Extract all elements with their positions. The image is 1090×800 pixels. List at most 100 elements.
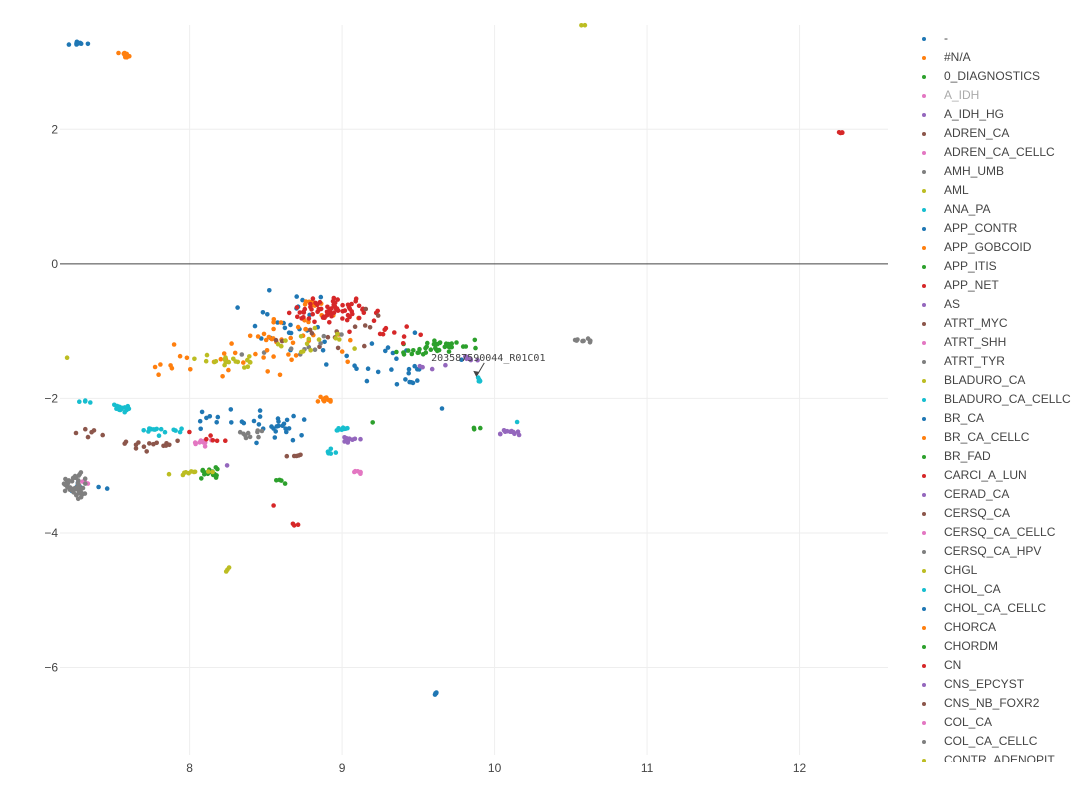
- point-0[interactable]: [252, 323, 258, 329]
- point-9[interactable]: [328, 446, 334, 452]
- point-8[interactable]: [180, 472, 186, 478]
- point-18[interactable]: [333, 336, 339, 341]
- point-11[interactable]: [303, 299, 309, 304]
- point-9[interactable]: [156, 433, 162, 439]
- point-0[interactable]: [104, 486, 110, 491]
- point-21[interactable]: [277, 372, 283, 378]
- point-0[interactable]: [96, 484, 101, 490]
- point-5[interactable]: [298, 452, 303, 458]
- point-9[interactable]: [122, 409, 127, 415]
- point-10[interactable]: [407, 379, 412, 385]
- point-10[interactable]: [207, 414, 213, 419]
- legend-item[interactable]: CHOL_CA: [912, 581, 1088, 600]
- point-2[interactable]: [200, 468, 205, 474]
- point-2[interactable]: [423, 345, 428, 351]
- point-9[interactable]: [83, 398, 88, 403]
- point-12[interactable]: [406, 348, 411, 353]
- point-9[interactable]: [119, 406, 124, 412]
- point-0[interactable]: [275, 320, 280, 325]
- point-13[interactable]: [223, 438, 228, 444]
- point-10[interactable]: [286, 426, 292, 431]
- point-1[interactable]: [241, 360, 246, 365]
- point-9[interactable]: [158, 426, 164, 432]
- point-9[interactable]: [171, 427, 176, 433]
- point-8[interactable]: [224, 359, 230, 365]
- point-4[interactable]: [350, 437, 355, 443]
- point-1[interactable]: [306, 319, 311, 325]
- point-0[interactable]: [267, 288, 272, 293]
- point-7[interactable]: [256, 434, 261, 440]
- point-1[interactable]: [293, 353, 299, 358]
- point-2[interactable]: [431, 341, 437, 347]
- point-15[interactable]: [307, 327, 313, 333]
- point-0[interactable]: [394, 356, 399, 362]
- point-2[interactable]: [471, 427, 477, 432]
- point-7[interactable]: [245, 430, 251, 436]
- point-13[interactable]: [315, 302, 320, 308]
- point-18[interactable]: [300, 349, 306, 354]
- point-13[interactable]: [312, 319, 317, 325]
- point-23[interactable]: [377, 331, 383, 337]
- point-0[interactable]: [434, 690, 439, 695]
- point-15[interactable]: [352, 324, 358, 330]
- point-1[interactable]: [263, 337, 269, 343]
- legend-item[interactable]: ATRT_MYC: [912, 315, 1088, 334]
- point-9[interactable]: [148, 426, 153, 432]
- legend-item[interactable]: CHORDM: [912, 638, 1088, 657]
- point-13[interactable]: [349, 301, 354, 307]
- point-0[interactable]: [235, 305, 240, 310]
- point-1[interactable]: [261, 355, 266, 360]
- point-9[interactable]: [335, 427, 341, 433]
- point-1[interactable]: [318, 394, 323, 400]
- point-1[interactable]: [278, 320, 284, 325]
- point-0[interactable]: [412, 363, 418, 369]
- legend-item[interactable]: BR_FAD: [912, 448, 1088, 467]
- point-1[interactable]: [324, 395, 329, 400]
- point-0[interactable]: [299, 433, 304, 438]
- point-12[interactable]: [401, 352, 407, 357]
- point-0[interactable]: [375, 369, 381, 375]
- point-7[interactable]: [70, 488, 76, 494]
- point-5[interactable]: [284, 453, 290, 459]
- point-1[interactable]: [266, 334, 272, 340]
- point-1[interactable]: [295, 324, 301, 330]
- point-18[interactable]: [298, 334, 304, 339]
- point-0[interactable]: [318, 294, 324, 300]
- point-2[interactable]: [435, 348, 440, 354]
- legend-item[interactable]: APP_ITIS: [912, 258, 1088, 277]
- point-13[interactable]: [331, 295, 337, 301]
- point-13[interactable]: [356, 315, 362, 321]
- point-5[interactable]: [73, 430, 79, 436]
- point-14[interactable]: [443, 362, 448, 368]
- point-8[interactable]: [203, 358, 209, 364]
- point-8[interactable]: [579, 23, 584, 28]
- legend-item[interactable]: ADREN_CA: [912, 125, 1088, 144]
- point-11[interactable]: [156, 372, 161, 378]
- point-0[interactable]: [322, 339, 327, 345]
- point-12[interactable]: [411, 348, 416, 353]
- point-10[interactable]: [228, 407, 234, 412]
- point-18[interactable]: [306, 336, 312, 342]
- point-1[interactable]: [171, 342, 177, 347]
- point-2[interactable]: [199, 476, 204, 481]
- point-8[interactable]: [226, 565, 232, 570]
- point-7[interactable]: [63, 476, 68, 482]
- point-15[interactable]: [362, 323, 368, 328]
- point-13[interactable]: [294, 305, 300, 310]
- point-21[interactable]: [232, 350, 238, 356]
- point-5[interactable]: [122, 441, 127, 446]
- point-13[interactable]: [297, 310, 303, 315]
- point-1[interactable]: [247, 333, 253, 339]
- point-9[interactable]: [341, 426, 347, 432]
- point-23[interactable]: [418, 332, 424, 338]
- point-15[interactable]: [363, 306, 369, 312]
- point-13[interactable]: [291, 523, 297, 528]
- point-15[interactable]: [309, 331, 315, 336]
- point-16[interactable]: [352, 469, 357, 475]
- point-9[interactable]: [333, 450, 339, 455]
- point-13[interactable]: [332, 300, 338, 306]
- point-5[interactable]: [133, 446, 139, 451]
- point-20[interactable]: [439, 406, 445, 411]
- point-0[interactable]: [269, 424, 274, 429]
- point-7[interactable]: [76, 482, 81, 487]
